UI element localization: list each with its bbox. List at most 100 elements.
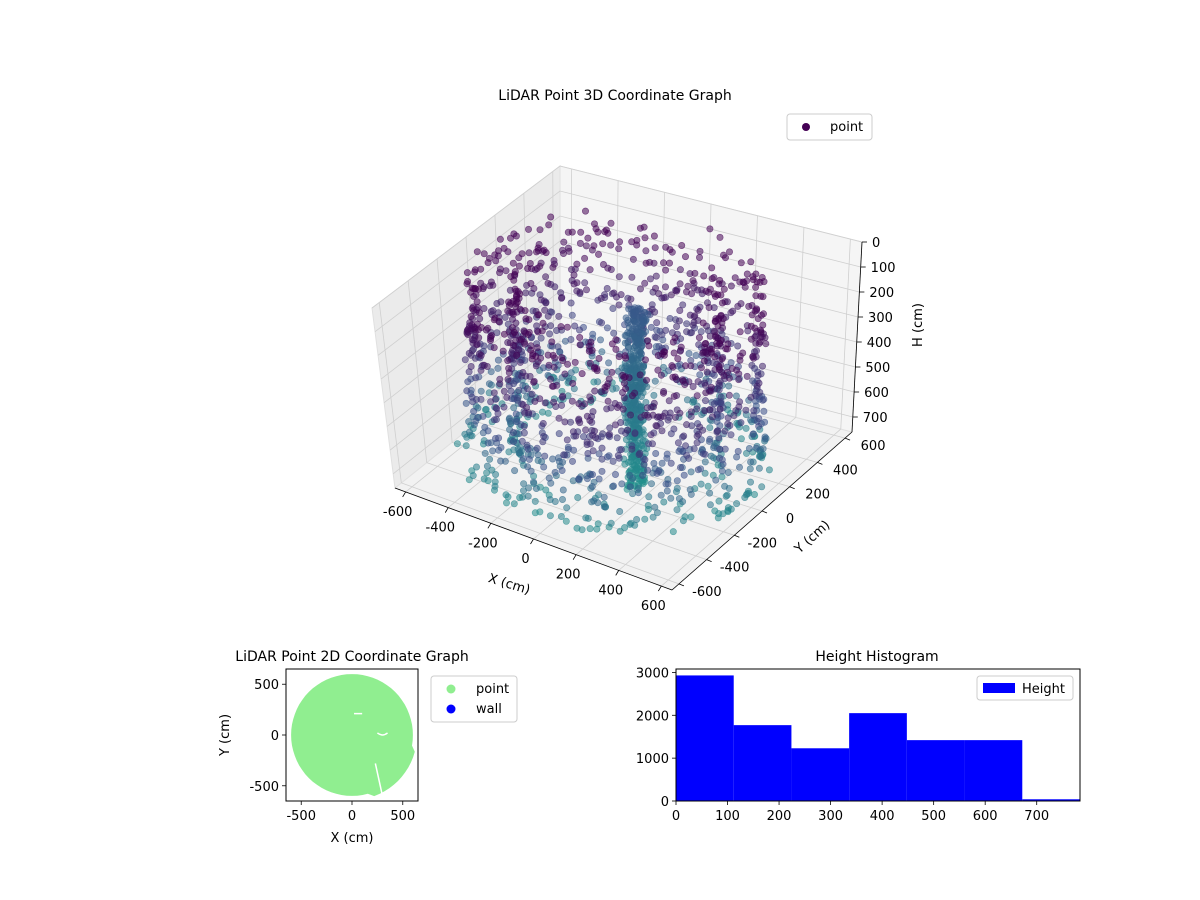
point-3d — [624, 426, 632, 434]
point-3d — [490, 389, 498, 397]
tick-label-3d-y: -600 — [692, 585, 722, 600]
histogram: Height Histogram 0 100 200 300 400 500 600 7000… — [636, 649, 1081, 824]
point-3d — [535, 311, 543, 319]
point-3d — [624, 319, 632, 327]
histogram-legend-swatch — [983, 683, 1015, 693]
point-3d — [617, 427, 625, 435]
point-3d — [598, 467, 606, 475]
point-3d — [646, 275, 654, 283]
point-3d — [600, 493, 608, 501]
point-3d — [622, 385, 630, 393]
point-3d — [683, 451, 691, 459]
point-3d — [613, 403, 621, 411]
point-3d — [621, 364, 629, 372]
point-3d — [494, 247, 502, 255]
point-3d — [662, 266, 670, 274]
point-3d — [727, 431, 735, 439]
point-3d — [651, 377, 659, 385]
point-3d — [683, 396, 691, 404]
point-3d — [613, 434, 621, 442]
point-3d — [668, 362, 676, 370]
point-3d — [576, 341, 584, 349]
plot-3d-xlabel: X (cm) — [486, 571, 532, 598]
tick-3d-x — [572, 554, 577, 560]
point-3d — [594, 378, 602, 386]
tick-label-3d-x: 400 — [598, 583, 623, 598]
point-3d — [736, 356, 744, 364]
axis-3d-z — [851, 241, 863, 433]
point-3d — [569, 379, 577, 387]
point-3d — [673, 484, 681, 492]
point-3d — [760, 407, 768, 415]
point-3d — [563, 323, 571, 331]
point-3d — [496, 375, 504, 383]
point-3d — [486, 455, 494, 463]
grid-left-y — [436, 258, 453, 443]
point-3d — [650, 391, 658, 399]
point-3d — [752, 292, 760, 300]
point-3d — [716, 276, 724, 284]
point-3d — [497, 443, 505, 451]
point-3d — [636, 363, 644, 371]
point-3d — [468, 335, 476, 343]
point-3d — [673, 287, 681, 295]
point-3d — [609, 482, 617, 490]
point-3d — [658, 331, 666, 339]
point-3d — [642, 247, 650, 255]
point-3d — [462, 442, 470, 450]
point-3d — [706, 501, 714, 509]
plot-3d-zlabel: H (cm) — [911, 303, 926, 347]
point-3d — [614, 451, 622, 459]
point-3d — [674, 355, 682, 363]
grid-floor-y — [477, 421, 763, 512]
histogram-bars — [676, 675, 1080, 801]
point-3d — [714, 514, 722, 522]
grid-z — [377, 215, 860, 356]
point-3d — [718, 467, 726, 475]
point-3d — [616, 507, 624, 515]
point-3d — [527, 346, 535, 354]
point-3d — [687, 490, 695, 498]
tick-3d-y — [734, 534, 740, 538]
point-3d — [464, 277, 472, 285]
point-3d — [734, 302, 742, 310]
point-3d — [500, 403, 508, 411]
point-3d — [757, 452, 765, 460]
point-3d — [636, 371, 644, 379]
tick-label-3d-z: 600 — [864, 386, 889, 401]
point-3d — [513, 351, 521, 359]
point-3d — [750, 490, 758, 498]
point-3d — [635, 451, 643, 459]
point-3d — [531, 397, 539, 405]
point-3d — [687, 468, 695, 476]
histogram-bar — [1022, 799, 1080, 801]
point-3d — [721, 427, 729, 435]
tick-label-hist-x: 100 — [715, 809, 740, 824]
point-3d — [718, 299, 726, 307]
point-3d — [505, 364, 513, 372]
point-3d — [510, 328, 518, 336]
point-3d — [727, 282, 735, 290]
point-3d — [509, 428, 517, 436]
point-3d — [667, 459, 675, 467]
point-3d — [752, 270, 760, 278]
point-3d — [564, 360, 572, 368]
point-3d — [510, 500, 518, 508]
point-3d — [601, 228, 609, 236]
tick-label-3d-y: 200 — [805, 488, 830, 503]
point-3d — [587, 338, 595, 346]
point-3d — [517, 335, 525, 343]
plot-2d-title: LiDAR Point 2D Coordinate Graph — [235, 649, 468, 665]
point-3d — [586, 266, 594, 274]
tick-label-3d-z: 300 — [868, 311, 893, 326]
grid-floor-y — [553, 360, 846, 439]
point-3d — [758, 483, 766, 491]
plot-3d-legend-marker — [802, 123, 810, 131]
point-3d — [525, 455, 533, 463]
point-3d — [702, 287, 710, 295]
point-3d — [582, 426, 590, 434]
point-3d — [759, 445, 767, 453]
point-3d — [697, 328, 705, 336]
point-3d — [696, 371, 704, 379]
point-3d — [642, 376, 650, 384]
